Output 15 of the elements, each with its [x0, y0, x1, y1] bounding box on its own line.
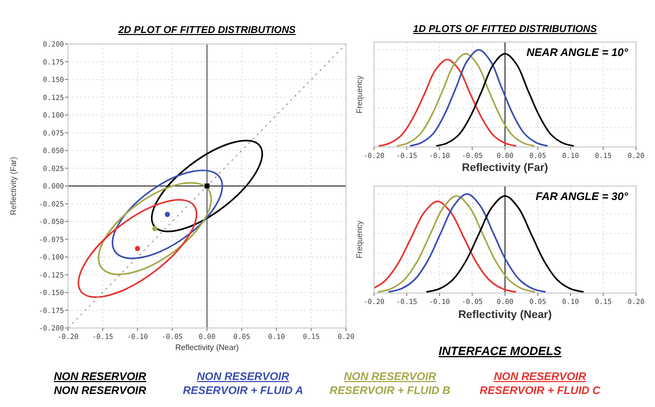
text: NON RESERVOIR RESERVOIR + FLUID B — [330, 371, 450, 397]
chart-title: 2D PLOT OF FITTED DISTRIBUTIONS — [117, 25, 296, 36]
x-axis-title: Reflectivity (Near) — [175, 343, 240, 352]
x-axis-title: Reflectivity (Near) — [458, 309, 552, 321]
legend-title: INTERFACE MODELS — [438, 344, 562, 358]
text: NON RESERVOIR RESERVOIR + FLUID C — [480, 371, 602, 397]
y-axis-title: Reflectivity (Far) — [9, 156, 18, 216]
annotation: NEAR ANGLE = 10° — [526, 47, 629, 59]
y-axis-title: Frequency — [355, 76, 364, 114]
chart-title: 1D PLOTS OF FITTED DISTRIBUTIONS — [413, 24, 598, 35]
annotation: FAR ANGLE = 30° — [536, 191, 629, 203]
y-axis-title: Frequency — [355, 220, 364, 258]
x-axis-title: Reflectivity (Far) — [462, 162, 548, 174]
text: NON RESERVOIR RESERVOIR + FLUID A — [182, 371, 304, 397]
text: NON RESERVOIR NON RESERVOIR — [54, 371, 146, 397]
